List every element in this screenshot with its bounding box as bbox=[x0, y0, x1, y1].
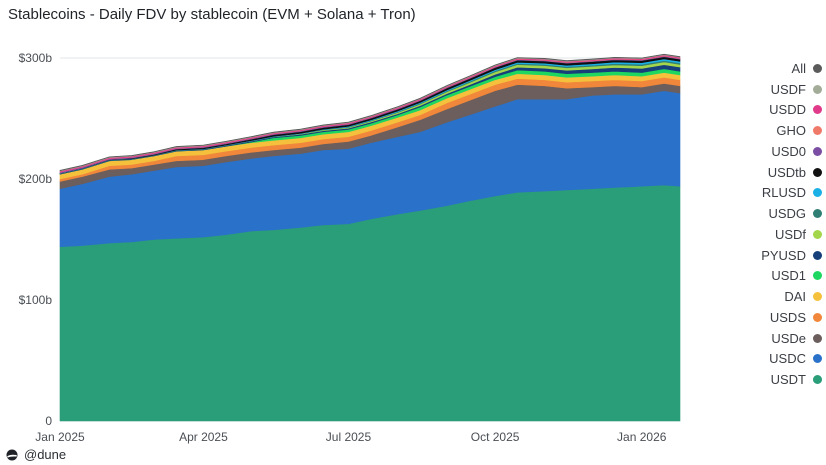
legend-item-usdf[interactable]: USDf bbox=[750, 224, 822, 245]
legend-label: USD1 bbox=[771, 268, 806, 284]
y-tick-label: $300b bbox=[19, 51, 53, 65]
legend-item-usdtb[interactable]: USDtb bbox=[750, 162, 822, 183]
legend-label: All bbox=[791, 60, 806, 76]
legend-swatch bbox=[813, 84, 822, 94]
dune-brand-label[interactable]: @dune bbox=[24, 447, 67, 462]
y-tick-label: $100b bbox=[19, 293, 53, 307]
legend-item-gho[interactable]: GHO bbox=[750, 120, 822, 141]
legend-item-usdg[interactable]: USDG bbox=[750, 203, 822, 224]
legend-item-usd1[interactable]: USD1 bbox=[750, 266, 822, 287]
legend: All USDF USDD GHO USD0 USDtb RLUSD USDG USDf PYUS… bbox=[750, 58, 822, 390]
legend-swatch bbox=[813, 354, 822, 364]
legend-label: PYUSD bbox=[761, 247, 806, 263]
legend-swatch bbox=[813, 271, 822, 281]
legend-item-rlusd[interactable]: RLUSD bbox=[750, 183, 822, 204]
x-tick-label: Jul 2025 bbox=[326, 430, 372, 444]
legend-label: USDT bbox=[770, 372, 806, 388]
legend-item-usdt[interactable]: USDT bbox=[750, 369, 822, 390]
legend-item-usdc[interactable]: USDC bbox=[750, 349, 822, 370]
legend-swatch bbox=[813, 312, 822, 322]
legend-swatch bbox=[813, 250, 822, 260]
legend-label: USD0 bbox=[771, 143, 806, 159]
legend-label: USDf bbox=[774, 226, 806, 242]
legend-item-usdd[interactable]: USDD bbox=[750, 100, 822, 121]
legend-label: USDG bbox=[768, 206, 806, 222]
legend-item-usde[interactable]: USDe bbox=[750, 328, 822, 349]
dune-logo-icon bbox=[6, 449, 18, 460]
legend-label: USDD bbox=[769, 102, 806, 118]
legend-item-pyusd[interactable]: PYUSD bbox=[750, 245, 822, 266]
legend-label: RLUSD bbox=[761, 185, 806, 201]
y-axis: 0 $100b $200b $300b bbox=[19, 51, 53, 428]
y-tick-label: $200b bbox=[19, 172, 53, 186]
legend-label: USDC bbox=[769, 351, 806, 367]
legend-label: GHO bbox=[776, 123, 806, 139]
legend-swatch bbox=[813, 375, 822, 385]
legend-swatch bbox=[813, 229, 822, 239]
legend-swatch bbox=[813, 167, 822, 177]
legend-item-usd0[interactable]: USD0 bbox=[750, 141, 822, 162]
footer: @dune bbox=[6, 447, 66, 462]
stacked-areas bbox=[59, 53, 681, 422]
legend-item-all[interactable]: All bbox=[750, 58, 822, 79]
legend-item-dai[interactable]: DAI bbox=[750, 286, 822, 307]
legend-label: USDe bbox=[771, 330, 806, 346]
legend-label: USDtb bbox=[767, 164, 806, 180]
legend-label: USDF bbox=[770, 81, 806, 97]
y-tick-label: 0 bbox=[45, 414, 52, 428]
legend-swatch bbox=[813, 63, 822, 73]
legend-swatch bbox=[813, 105, 822, 115]
legend-label: USDS bbox=[769, 309, 806, 325]
chart-title: Stablecoins - Daily FDV by stablecoin (E… bbox=[8, 6, 416, 23]
legend-swatch bbox=[813, 209, 822, 219]
legend-item-usdf[interactable]: USDF bbox=[750, 79, 822, 100]
x-tick-label: Jan 2025 bbox=[35, 430, 85, 444]
legend-swatch bbox=[813, 188, 822, 198]
x-axis: Jan 2025 Apr 2025 Jul 2025 Oct 2025 Jan 2026 bbox=[35, 430, 666, 444]
legend-swatch bbox=[813, 292, 822, 302]
x-tick-label: Jan 2026 bbox=[617, 430, 667, 444]
legend-item-usds[interactable]: USDS bbox=[750, 307, 822, 328]
legend-label: DAI bbox=[784, 289, 806, 305]
x-tick-label: Oct 2025 bbox=[471, 430, 520, 444]
area-series-all[interactable] bbox=[59, 53, 681, 171]
legend-swatch bbox=[813, 126, 822, 136]
x-tick-label: Apr 2025 bbox=[179, 430, 228, 444]
legend-swatch bbox=[813, 146, 822, 156]
legend-swatch bbox=[813, 333, 822, 343]
